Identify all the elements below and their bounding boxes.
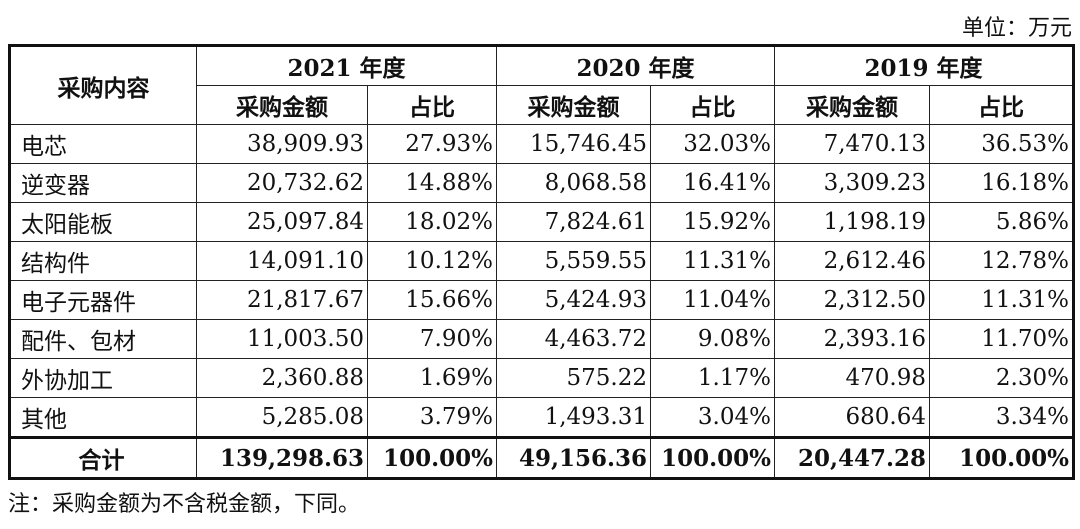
purchase-table: 采购内容 2021 年度 2020 年度 2019 年度 采购金额 占比 采购金… — [8, 44, 1075, 480]
row-label: 外协加工 — [9, 358, 197, 398]
header-row-years: 采购内容 2021 年度 2020 年度 2019 年度 — [9, 45, 1074, 125]
amount-cell: 5,285.08 — [196, 397, 368, 438]
ratio-cell: 7.90% — [367, 319, 497, 359]
amount-cell: 575.22 — [496, 358, 651, 398]
table-row: 其他 5,285.08 3.79% 1,493.31 3.04% 680.64 3.34% — [9, 397, 1074, 438]
row-label: 逆变器 — [9, 163, 197, 203]
table-row: 电芯 38,909.93 27.93% 15,746.45 32.03% 7,470.13… — [9, 124, 1074, 164]
ratio-cell: 36.53% — [929, 124, 1074, 164]
amount-cell: 2,360.88 — [196, 358, 368, 398]
table-row: 电子元器件 21,817.67 15.66% 5,424.93 11.04% 2,312.… — [9, 280, 1074, 320]
table-row: 太阳能板 25,097.84 18.02% 7,824.61 15.92% 1,198.1… — [9, 202, 1074, 242]
amount-cell: 7,824.61 — [496, 202, 651, 242]
row-label: 合计 — [9, 436, 197, 479]
ratio-cell: 100.00% — [929, 436, 1074, 479]
ratio-cell: 11.04% — [650, 280, 775, 320]
row-header-cell: 采购内容 — [9, 45, 197, 125]
amount-cell: 5,424.93 — [496, 280, 651, 320]
ratio-cell: 9.08% — [650, 319, 775, 359]
ratio-header: 占比 — [929, 85, 1074, 125]
ratio-cell: 5.86% — [929, 202, 1074, 242]
amount-cell: 15,746.45 — [496, 124, 651, 164]
amount-cell: 25,097.84 — [196, 202, 368, 242]
amount-cell: 20,447.28 — [774, 436, 930, 479]
amount-cell: 21,817.67 — [196, 280, 368, 320]
table-row: 外协加工 2,360.88 1.69% 575.22 1.17% 470.98 2.30% — [9, 358, 1074, 398]
row-label: 电芯 — [9, 124, 197, 164]
amount-cell: 1,493.31 — [496, 397, 651, 438]
ratio-cell: 18.02% — [367, 202, 497, 242]
amount-cell: 2,312.50 — [774, 280, 930, 320]
ratio-header: 占比 — [650, 85, 775, 125]
row-label: 配件、包材 — [9, 319, 197, 359]
year-header-2019: 2019 年度 — [774, 45, 1074, 86]
amount-cell: 14,091.10 — [196, 241, 368, 281]
amount-cell: 2,612.46 — [774, 241, 930, 281]
row-label: 太阳能板 — [9, 202, 197, 242]
amount-cell: 8,068.58 — [496, 163, 651, 203]
ratio-cell: 100.00% — [650, 436, 775, 479]
row-label: 结构件 — [9, 241, 197, 281]
ratio-cell: 14.88% — [367, 163, 497, 203]
amount-cell: 38,909.93 — [196, 124, 368, 164]
amount-cell: 7,470.13 — [774, 124, 930, 164]
table-row: 结构件 14,091.10 10.12% 5,559.55 11.31% 2,612.46… — [9, 241, 1074, 281]
ratio-cell: 11.70% — [929, 319, 1074, 359]
ratio-cell: 3.34% — [929, 397, 1074, 438]
year-header-2020: 2020 年度 — [496, 45, 775, 86]
amount-cell: 470.98 — [774, 358, 930, 398]
amount-cell: 5,559.55 — [496, 241, 651, 281]
ratio-cell: 11.31% — [650, 241, 775, 281]
amount-cell: 4,463.72 — [496, 319, 651, 359]
amount-header: 采购金额 — [496, 85, 651, 125]
unit-label: 单位：万元 — [961, 16, 1072, 41]
ratio-cell: 1.17% — [650, 358, 775, 398]
amount-cell: 2,393.16 — [774, 319, 930, 359]
row-label: 电子元器件 — [9, 280, 197, 320]
ratio-cell: 12.78% — [929, 241, 1074, 281]
amount-header: 采购金额 — [196, 85, 368, 125]
amount-cell: 20,732.62 — [196, 163, 368, 203]
row-label: 其他 — [9, 397, 197, 438]
ratio-cell: 10.12% — [367, 241, 497, 281]
footnote: 注：采购金额为不含税金额，下同。 — [8, 492, 361, 517]
amount-header: 采购金额 — [774, 85, 930, 125]
table-body: 电芯 38,909.93 27.93% 15,746.45 32.03% 7,470.13… — [9, 124, 1074, 479]
amount-cell: 3,309.23 — [774, 163, 930, 203]
ratio-cell: 16.41% — [650, 163, 775, 203]
ratio-cell: 27.93% — [367, 124, 497, 164]
year-header-2021: 2021 年度 — [196, 45, 497, 86]
total-row: 合计 139,298.63 100.00% 49,156.36 100.00% 20,44… — [9, 436, 1074, 479]
ratio-cell: 2.30% — [929, 358, 1074, 398]
ratio-cell: 11.31% — [929, 280, 1074, 320]
amount-cell: 1,198.19 — [774, 202, 930, 242]
table-row: 配件、包材 11,003.50 7.90% 4,463.72 9.08% 2,393.16… — [9, 319, 1074, 359]
ratio-cell: 15.92% — [650, 202, 775, 242]
ratio-cell: 32.03% — [650, 124, 775, 164]
ratio-cell: 3.79% — [367, 397, 497, 438]
ratio-header: 占比 — [367, 85, 497, 125]
ratio-cell: 16.18% — [929, 163, 1074, 203]
ratio-cell: 3.04% — [650, 397, 775, 438]
amount-cell: 680.64 — [774, 397, 930, 438]
ratio-cell: 15.66% — [367, 280, 497, 320]
amount-cell: 49,156.36 — [496, 436, 651, 479]
amount-cell: 139,298.63 — [196, 436, 368, 479]
amount-cell: 11,003.50 — [196, 319, 368, 359]
ratio-cell: 1.69% — [367, 358, 497, 398]
ratio-cell: 100.00% — [367, 436, 497, 479]
table-row: 逆变器 20,732.62 14.88% 8,068.58 16.41% 3,309.23… — [9, 163, 1074, 203]
